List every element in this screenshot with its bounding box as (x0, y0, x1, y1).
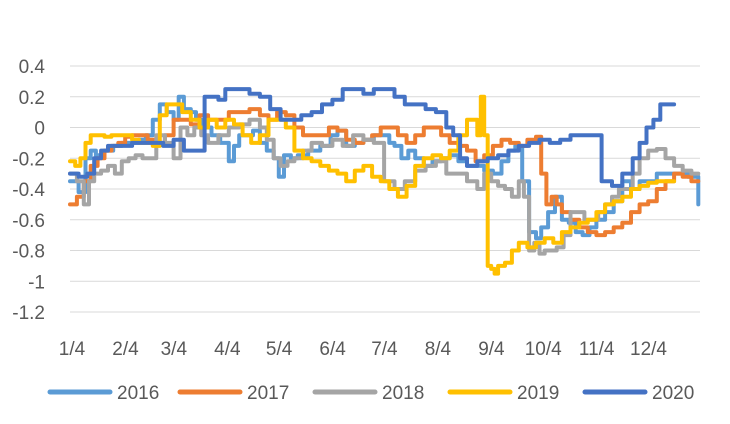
x-tick-label: 2/4 (112, 339, 139, 360)
y-tick-label: -1 (28, 272, 45, 293)
y-tick-label: 0.2 (19, 88, 45, 109)
x-tick-label: 9/4 (478, 339, 505, 360)
x-tick-label: 12/4 (630, 339, 667, 360)
y-tick-label: 0 (34, 119, 45, 140)
x-tick-label: 8/4 (425, 339, 452, 360)
y-tick-label: -0.4 (12, 180, 45, 201)
y-axis-tick-labels: 0.4 0.2 0 -0.2 -0.4 -0.6 -0.8 -1 -1.2 (12, 57, 45, 324)
x-tick-label: 11/4 (579, 339, 615, 360)
x-tick-label: 3/4 (161, 339, 188, 360)
x-tick-label: 1/4 (59, 339, 86, 360)
x-tick-label: 10/4 (525, 339, 562, 360)
y-tick-label: -0.8 (12, 242, 45, 263)
y-tick-label: -0.6 (12, 211, 45, 232)
series-line-2019 (68, 94, 677, 276)
legend-label: 2019 (517, 383, 559, 404)
x-tick-label: 5/4 (266, 339, 293, 360)
legend-label: 2016 (117, 383, 159, 404)
y-tick-label: 0.4 (19, 57, 46, 78)
legend-label: 2018 (382, 383, 424, 404)
y-tick-label: -0.2 (12, 149, 45, 170)
y-tick-label: -1.2 (12, 303, 45, 324)
x-tick-label: 4/4 (214, 339, 241, 360)
legend-label: 2017 (247, 383, 289, 404)
x-tick-label: 6/4 (319, 339, 346, 360)
x-tick-label: 7/4 (371, 339, 398, 360)
series-line-2020 (68, 87, 677, 188)
legend-label: 2020 (652, 383, 694, 404)
x-axis-tick-labels: 1/4 2/4 3/4 4/4 5/4 6/4 7/4 8/4 9/4 10/4 11/4 12/4 (59, 339, 668, 360)
series-lines (68, 87, 701, 276)
legend: 2016 2017 2018 2019 2020 (47, 383, 694, 404)
